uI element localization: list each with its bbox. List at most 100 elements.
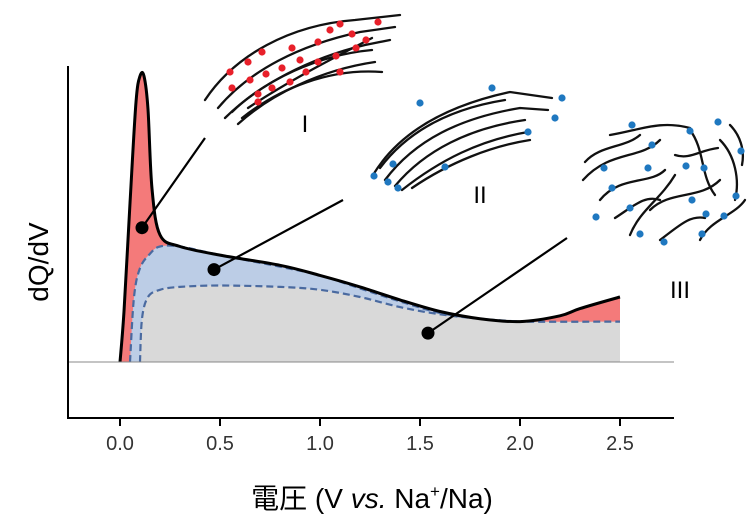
illus-iii-strand-2 bbox=[608, 123, 692, 137]
illus-iii-strand-6 bbox=[698, 198, 747, 242]
illus-ii-dot-0 bbox=[416, 99, 424, 107]
illus-i-dot-6 bbox=[278, 64, 286, 72]
illus-ii-dot-3 bbox=[551, 114, 559, 122]
illus-i-dot-18 bbox=[332, 52, 340, 60]
x-tick-label-0: 0.0 bbox=[106, 433, 134, 455]
illus-i-dot-13 bbox=[336, 20, 344, 28]
illus-i-dot-20 bbox=[326, 26, 334, 34]
illus-iii-dot-17 bbox=[644, 164, 652, 172]
illus-ii-dot-7 bbox=[384, 178, 392, 186]
illus-ii-strand-3 bbox=[400, 130, 530, 192]
illus-iii-dot-5 bbox=[686, 127, 694, 135]
illus-iii-dot-13 bbox=[732, 192, 740, 200]
x-tick-label-2: 1.0 bbox=[306, 433, 334, 455]
callout-line-1 bbox=[141, 137, 206, 229]
callout-line-3 bbox=[427, 237, 568, 335]
illus-ii-dot-8 bbox=[394, 184, 402, 192]
illus-i-dot-1 bbox=[244, 58, 252, 66]
illus-i-dot-17 bbox=[314, 58, 322, 66]
illus-iii-strand-10 bbox=[613, 197, 662, 220]
illus-i-dot-7 bbox=[254, 90, 262, 98]
illus-iii-dot-4 bbox=[648, 141, 656, 149]
illus-iii-dot-16 bbox=[698, 230, 706, 238]
illus-i-strand-0 bbox=[203, 13, 402, 102]
illus-iii-strand-3 bbox=[628, 173, 677, 237]
illus-iii-dot-10 bbox=[688, 196, 696, 204]
illus-iii-strand-5 bbox=[688, 128, 717, 197]
illus-ii-strand-5 bbox=[410, 138, 532, 190]
callout-dot-3 bbox=[421, 326, 435, 340]
illus-iii-dot-3 bbox=[628, 121, 636, 129]
x-axis-title: 電圧 (V vs. Na+/Na) bbox=[251, 482, 493, 515]
illus-i-dot-2 bbox=[258, 48, 266, 56]
illustration-iii bbox=[581, 118, 747, 246]
illus-i-dot-21 bbox=[296, 56, 304, 64]
illus-iii-strand-4 bbox=[648, 178, 722, 212]
illus-iii-strand-9 bbox=[583, 133, 642, 164]
callout-dot-2 bbox=[207, 263, 221, 277]
illus-i-dot-8 bbox=[268, 84, 276, 92]
illus-i-dot-12 bbox=[314, 38, 322, 46]
illus-i-dot-16 bbox=[374, 18, 382, 26]
region-label-3: III bbox=[670, 277, 690, 304]
illus-i-dot-0 bbox=[226, 68, 234, 76]
illus-iii-dot-1 bbox=[608, 184, 616, 192]
illus-ii-strand-4 bbox=[378, 98, 507, 170]
illus-i-dot-15 bbox=[362, 36, 370, 44]
illus-i-dot-19 bbox=[352, 44, 360, 52]
illus-i-dot-4 bbox=[246, 76, 254, 84]
illus-i-dot-23 bbox=[254, 98, 262, 106]
annotation-callouts bbox=[135, 137, 568, 340]
illus-i-strand-5 bbox=[240, 70, 384, 120]
illus-ii-dot-6 bbox=[370, 172, 378, 180]
x-axis-title-mid: Na bbox=[386, 483, 430, 514]
structure-illustrations bbox=[203, 13, 747, 246]
region-label-1: I bbox=[302, 111, 309, 138]
illus-ii-dot-9 bbox=[389, 160, 397, 168]
illus-iii-dot-2 bbox=[592, 213, 600, 221]
illus-i-dot-10 bbox=[302, 68, 310, 76]
x-axis-title-open: (V bbox=[307, 483, 351, 514]
illus-iii-strand-0 bbox=[581, 138, 662, 182]
illus-iii-dot-0 bbox=[600, 164, 608, 172]
area-region-iii bbox=[140, 285, 620, 362]
plot-area bbox=[118, 70, 621, 363]
illus-iii-dot-12 bbox=[720, 212, 728, 220]
dashed-line-iii bbox=[138, 284, 621, 363]
x-tick-label-1: 0.5 bbox=[206, 433, 234, 455]
illus-i-dot-3 bbox=[228, 84, 236, 92]
illus-ii-strand-1 bbox=[383, 106, 550, 182]
illus-i-dot-5 bbox=[262, 70, 270, 78]
illus-i-dot-9 bbox=[286, 78, 294, 86]
region-label-2: II bbox=[473, 182, 486, 209]
illus-ii-dot-4 bbox=[524, 128, 532, 136]
illus-iii-dot-7 bbox=[737, 147, 745, 155]
x-tick-label-4: 2.0 bbox=[506, 433, 534, 455]
callout-line-2 bbox=[213, 199, 344, 271]
illus-iii-dot-9 bbox=[700, 164, 708, 172]
illus-iii-strand-11 bbox=[673, 146, 720, 158]
x-tick-label-5: 2.5 bbox=[606, 433, 634, 455]
illus-iii-dot-6 bbox=[714, 118, 722, 126]
illus-iii-dot-15 bbox=[660, 238, 668, 246]
x-axis-title-prefix: 電圧 bbox=[251, 482, 307, 515]
x-axis-title-vs: vs. bbox=[351, 483, 387, 514]
x-tick-label-3: 1.5 bbox=[406, 433, 434, 455]
illustration-ii bbox=[370, 84, 566, 192]
illus-ii-dot-5 bbox=[441, 163, 449, 171]
y-axis-title: dQ/dV bbox=[23, 222, 54, 302]
x-axis-title-end: /Na) bbox=[440, 483, 493, 514]
illus-ii-dot-1 bbox=[488, 84, 496, 92]
illus-iii-strand-12 bbox=[728, 123, 744, 167]
illus-iii-strand-8 bbox=[718, 138, 739, 202]
illus-i-strand-3 bbox=[230, 48, 374, 114]
total-curve bbox=[118, 70, 621, 363]
illus-i-dot-22 bbox=[336, 68, 344, 76]
illus-iii-dot-14 bbox=[636, 230, 644, 238]
axes: 0.0 0.5 1.0 1.5 2.0 2.5 bbox=[67, 66, 674, 455]
illus-i-dot-11 bbox=[288, 44, 296, 52]
illus-iii-dot-18 bbox=[626, 204, 634, 212]
illus-ii-strand-0 bbox=[371, 90, 554, 177]
